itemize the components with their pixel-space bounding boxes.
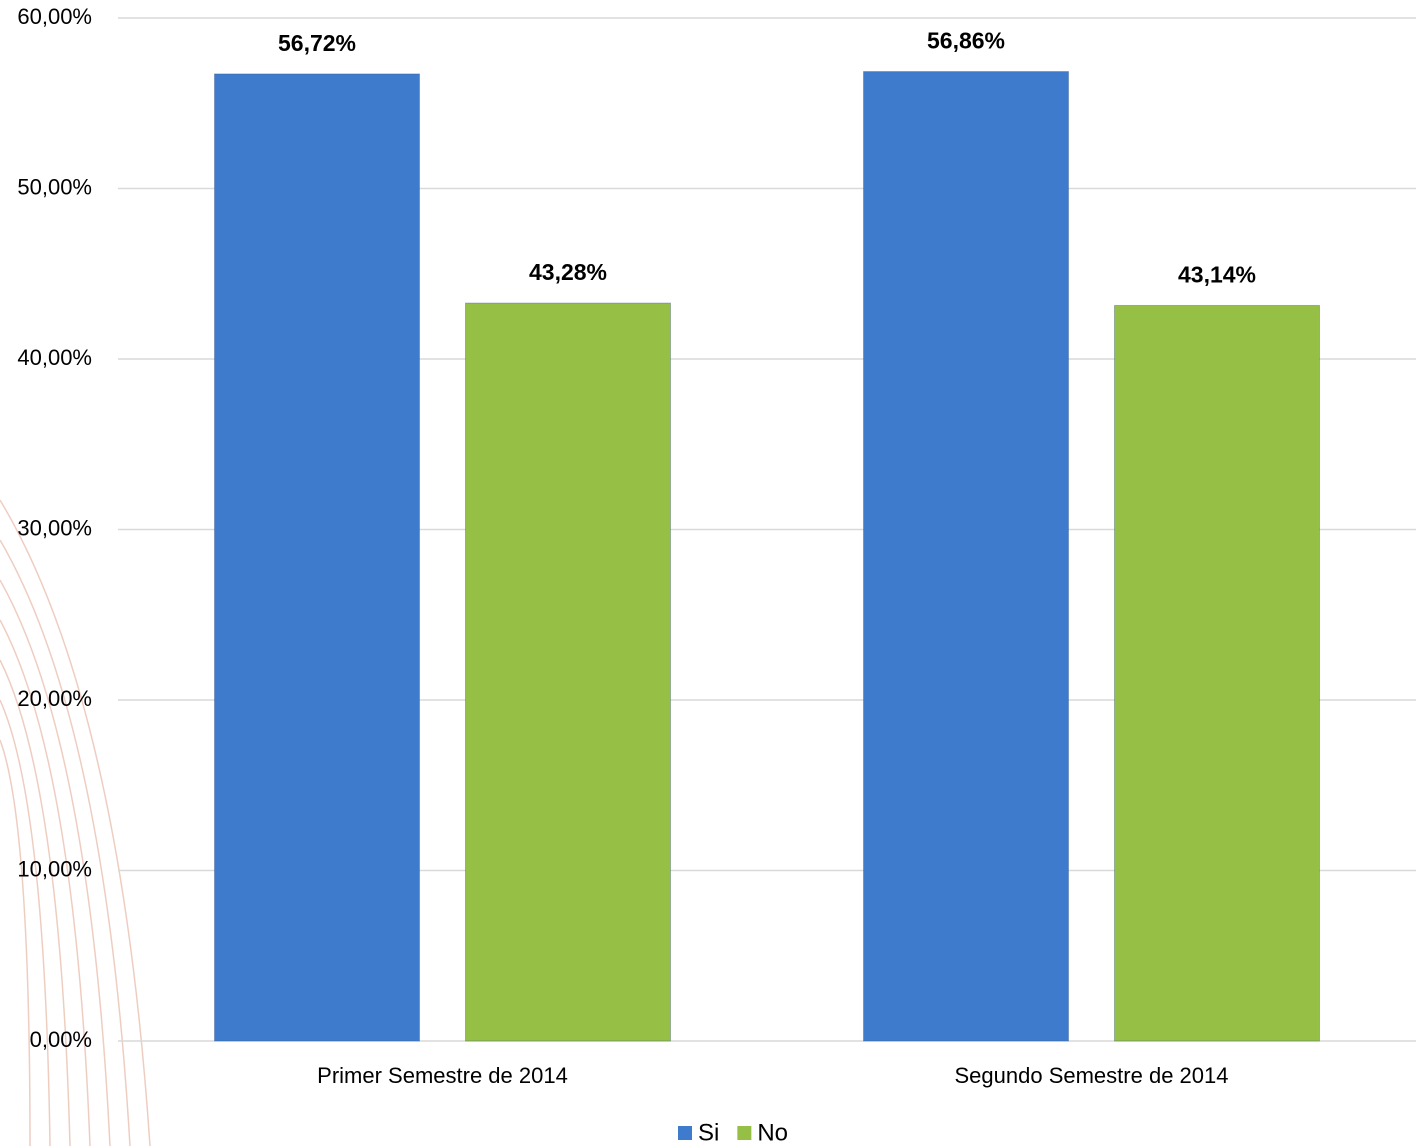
y-tick-label: 20,00% bbox=[17, 686, 92, 711]
y-tick-label: 0,00% bbox=[30, 1027, 92, 1052]
y-tick-label: 10,00% bbox=[17, 856, 92, 881]
bar bbox=[214, 73, 420, 1042]
bar bbox=[1114, 304, 1320, 1042]
value-label: 43,14% bbox=[1178, 262, 1256, 288]
bar bbox=[863, 71, 1069, 1042]
bar bbox=[465, 302, 671, 1042]
legend-swatch bbox=[737, 1126, 752, 1140]
y-tick-label: 30,00% bbox=[17, 515, 92, 540]
legend-swatch bbox=[678, 1126, 692, 1140]
y-tick-label: 50,00% bbox=[17, 174, 92, 199]
background-decoration bbox=[0, 499, 151, 1146]
y-tick-label: 40,00% bbox=[17, 345, 92, 370]
value-label: 56,72% bbox=[278, 30, 356, 56]
legend-label: No bbox=[757, 1119, 788, 1146]
legend-label: Si bbox=[698, 1119, 719, 1146]
x-tick-label: Segundo Semestre de 2014 bbox=[955, 1063, 1229, 1088]
value-label: 43,28% bbox=[529, 259, 607, 285]
x-tick-label: Primer Semestre de 2014 bbox=[317, 1063, 568, 1088]
y-tick-label: 60,00% bbox=[17, 4, 92, 29]
value-label: 56,86% bbox=[927, 28, 1005, 54]
